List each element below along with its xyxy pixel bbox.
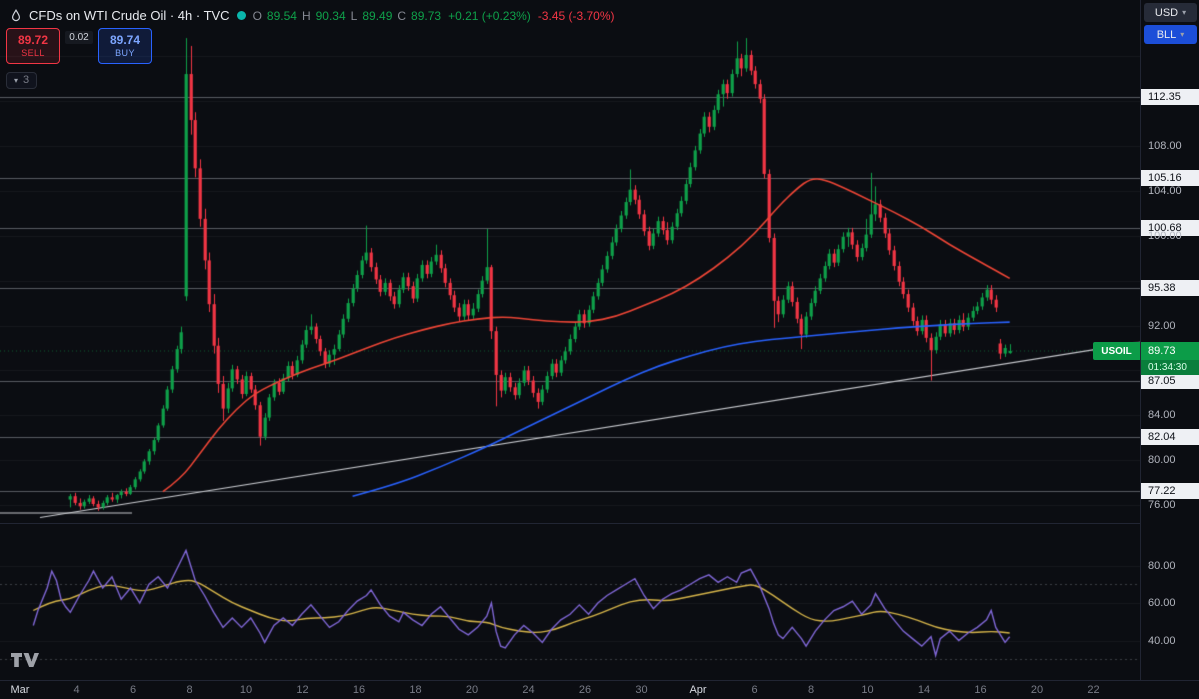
ohlc-values: O 89.54 H 90.34 L 89.49 C 89.73: [253, 9, 442, 23]
high-value: 90.34: [315, 8, 346, 23]
rsi-grid-label: 80.00: [1148, 559, 1176, 572]
change-positive: +0.21 (+0.23%): [448, 8, 531, 23]
price-level-label: 100.68: [1141, 220, 1199, 237]
sell-label: SELL: [21, 47, 45, 58]
symbol-title[interactable]: CFDs on WTI Crude Oil · 4h · TVC: [29, 8, 230, 23]
tradingview-logo[interactable]: [10, 652, 40, 668]
chevron-down-icon: ▾: [14, 75, 19, 85]
price-axis[interactable]: USD ▾ BLL ▾ 112.35 108.00 105.16 104.00 100.…: [1140, 0, 1199, 680]
change-negative: -3.45 (-3.70%): [537, 8, 615, 23]
price-grid-label: 92.00: [1148, 319, 1176, 332]
time-axis-day-label: 20: [465, 684, 479, 696]
rsi-grid-label: 60.00: [1148, 597, 1176, 609]
price-level-label: 112.35: [1141, 89, 1199, 106]
time-axis-day-label: 6: [129, 684, 137, 696]
time-axis-day-label: 18: [409, 684, 422, 696]
high-label: H: [301, 8, 311, 23]
time-axis-month-label: Mar: [10, 684, 30, 696]
time-axis-day-label: 12: [296, 684, 309, 696]
low-label: L: [350, 8, 358, 23]
rsi-grid-label: 40.00: [1148, 634, 1176, 647]
pane-separator[interactable]: [0, 523, 1140, 524]
price-grid-label: 76.00: [1148, 499, 1176, 512]
time-axis-day-label: 26: [578, 684, 592, 696]
price-grid-label: 84.00: [1148, 409, 1176, 422]
price-grid-label: 100.00: [1148, 229, 1182, 242]
chevron-down-icon: ▾: [1182, 8, 1187, 17]
price-level-label: 95.38: [1141, 279, 1199, 296]
buy-button[interactable]: 89.74 BUY: [98, 28, 152, 64]
time-axis-day-label: 10: [861, 684, 874, 696]
sell-button[interactable]: 89.72 SELL: [6, 28, 60, 64]
time-axis-day-label: 30: [635, 684, 648, 696]
chart-canvas[interactable]: [0, 28, 1140, 678]
time-axis-day-label: 8: [807, 684, 815, 696]
price-level-label: 82.04: [1141, 429, 1199, 446]
indicators-collapse-pill[interactable]: ▾ 3: [6, 72, 38, 89]
close-value: 89.73: [411, 8, 442, 23]
price-level-label: 77.22: [1141, 483, 1199, 500]
sell-price: 89.72: [17, 32, 49, 47]
currency-dropdown[interactable]: USD ▾: [1144, 3, 1197, 22]
oil-drop-icon: [10, 9, 22, 22]
time-axis-day-label: 16: [352, 684, 366, 696]
open-value: 89.54: [266, 8, 297, 23]
time-axis-day-label: 10: [239, 684, 253, 696]
time-axis-month-label: Apr: [689, 684, 707, 696]
buy-price: 89.74: [109, 32, 141, 47]
close-label: C: [397, 8, 407, 23]
time-axis-day-label: 4: [73, 684, 80, 696]
time-axis-day-label: 20: [1030, 684, 1044, 696]
chevron-down-icon: ▾: [1180, 30, 1185, 39]
symbol-price-line-tag: USOIL: [1093, 342, 1140, 360]
market-status-dot: [236, 11, 246, 20]
spread-value: 0.02: [65, 31, 93, 44]
chart-legend: CFDs on WTI Crude Oil · 4h · TVC O 89.54 …: [10, 8, 615, 23]
price-level-label: 105.16: [1141, 169, 1199, 186]
current-price-label: 89.73: [1141, 342, 1199, 360]
unit-label: BLL: [1156, 28, 1177, 41]
unit-dropdown[interactable]: BLL ▾: [1144, 25, 1197, 44]
time-axis[interactable]: Mar 4 6 8 10 12 16 18 20 24 26 30 Apr 6 8 10 14 16 20 22: [0, 680, 1199, 699]
bar-countdown-label: 01:34:30: [1141, 360, 1199, 375]
price-level-label: 87.05: [1141, 373, 1199, 390]
buy-sell-widget: 89.72 SELL 0.02 89.74 BUY: [6, 28, 152, 64]
open-label: O: [252, 8, 262, 23]
spread-container: 0.02: [60, 28, 98, 64]
time-axis-day-label: 16: [974, 684, 987, 696]
buy-label: BUY: [115, 47, 135, 58]
currency-label: USD: [1154, 6, 1179, 19]
time-axis-day-label: 6: [751, 684, 758, 696]
time-axis-day-label: 24: [522, 684, 535, 696]
time-axis-day-label: 22: [1087, 684, 1100, 696]
hidden-indicators-count: 3: [23, 74, 30, 86]
price-grid-label: 108.00: [1148, 139, 1182, 152]
time-axis-day-label: 8: [186, 684, 193, 696]
price-grid-label: 80.00: [1148, 454, 1176, 467]
low-value: 89.49: [362, 8, 393, 23]
time-axis-day-label: 14: [917, 684, 931, 696]
price-grid-label: 104.00: [1148, 184, 1182, 197]
